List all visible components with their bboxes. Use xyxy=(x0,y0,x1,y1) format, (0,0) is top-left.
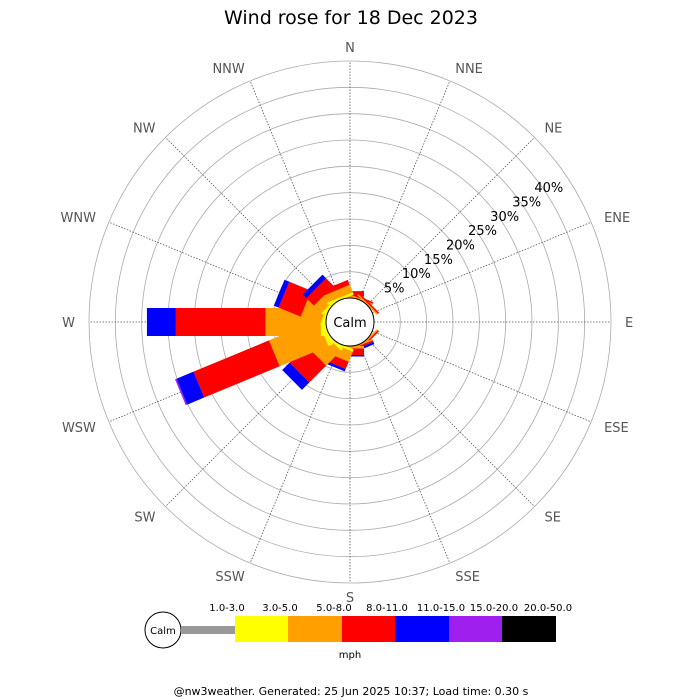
legend-swatch-20.0-50.0 xyxy=(502,616,556,642)
footer-text: @nw3weather. Generated: 25 Jun 2025 10:3… xyxy=(174,685,529,698)
direction-label-SSW: SSW xyxy=(215,570,245,585)
legend-swatch-8.0-11.0 xyxy=(342,616,395,642)
ring-label-15: 15% xyxy=(424,253,453,268)
legend-calm-label: Calm xyxy=(150,626,176,637)
ring-label-25: 25% xyxy=(468,224,497,239)
legend-label-5.0-8.0: 5.0-8.0 xyxy=(316,603,351,614)
calm-circle xyxy=(325,297,375,347)
ring-labels: 5%10%15%20%25%30%35%40% xyxy=(384,181,563,296)
spoke-ENE xyxy=(372,221,592,314)
ring-label-5: 5% xyxy=(384,282,405,297)
legend-label-3.0-5.0: 3.0-5.0 xyxy=(262,603,297,614)
direction-label-NNE: NNE xyxy=(455,62,483,77)
direction-label-S: S xyxy=(346,591,354,606)
direction-label-N: N xyxy=(345,41,355,56)
bar-W-8.0-11.0 xyxy=(175,308,266,336)
bar-SW-11.0-15.0 xyxy=(282,362,310,390)
direction-label-NE: NE xyxy=(544,122,562,137)
bar-NNW-5.0-8.0 xyxy=(323,284,353,303)
bar-WNW-8.0-11.0 xyxy=(278,281,312,317)
legend: Calm mph 1.0-3.0 3.0-5.0 5.0-8.0 8.0-11.0 11… xyxy=(144,603,572,661)
bar-WSW-8.0-11.0 xyxy=(193,340,280,398)
legend-label-1.0-3.0: 1.0-3.0 xyxy=(209,603,244,614)
ring-label-30: 30% xyxy=(490,210,519,225)
direction-label-SSE: SSE xyxy=(455,570,480,585)
direction-label-NNW: NNW xyxy=(212,62,244,77)
legend-swatch-1.0-3.0 xyxy=(181,626,235,634)
calm-label: Calm xyxy=(333,316,366,331)
direction-label-ENE: ENE xyxy=(604,211,630,226)
ring-label-40: 40% xyxy=(534,181,563,196)
direction-label-W: W xyxy=(62,316,75,331)
legend-swatch-5.0-8.0 xyxy=(288,616,342,642)
spoke-NW xyxy=(165,137,334,306)
legend-label-11.0-15.0: 11.0-15.0 xyxy=(417,603,465,614)
bar-WSW-11.0-15.0 xyxy=(176,371,205,405)
spoke-NNE xyxy=(358,80,451,300)
direction-label-E: E xyxy=(625,316,633,331)
direction-label-NW: NW xyxy=(133,122,156,137)
bar-NW-8.0-11.0 xyxy=(306,278,334,306)
direction-label-WSW: WSW xyxy=(62,421,96,436)
grid-ring-outer xyxy=(88,60,612,584)
spoke-ESE xyxy=(372,330,592,423)
spoke-SSW xyxy=(249,344,342,564)
legend-swatch-15.0-20.0 xyxy=(449,616,502,642)
bar-WSW-15.0-20.0 xyxy=(175,378,188,406)
legend-label-20.0-50.0: 20.0-50.0 xyxy=(524,603,572,614)
bar-NW-11.0-15.0 xyxy=(302,274,327,299)
spoke-SE xyxy=(366,338,535,507)
direction-label-SW: SW xyxy=(134,510,155,525)
bar-NNW-8.0-11.0 xyxy=(321,279,350,296)
bars-layer xyxy=(146,274,380,406)
direction-label-ESE: ESE xyxy=(604,421,629,436)
legend-swatch-11.0-15.0 xyxy=(395,616,449,642)
ring-label-20: 20% xyxy=(446,239,475,254)
direction-label-SE: SE xyxy=(544,510,560,525)
bar-WNW-11.0-15.0 xyxy=(273,279,290,308)
ring-label-10: 10% xyxy=(402,267,431,282)
legend-swatch-3.0-5.0 xyxy=(235,616,288,642)
bar-W-11.0-15.0 xyxy=(146,308,176,336)
calm-circle-group: Calm xyxy=(325,297,375,347)
bar-NE-8.0-11.0 xyxy=(358,292,380,314)
ring-label-35: 35% xyxy=(512,196,541,211)
spoke-SSE xyxy=(358,344,451,564)
legend-unit: mph xyxy=(339,650,361,661)
legend-label-15.0-20.0: 15.0-20.0 xyxy=(470,603,518,614)
bar-NE-5.0-8.0 xyxy=(357,294,378,315)
bar-NNW-3.0-5.0 xyxy=(326,292,354,306)
legend-label-8.0-11.0: 8.0-11.0 xyxy=(366,603,408,614)
spoke-NNW xyxy=(249,80,342,300)
direction-labels: N NNE NE ENE E ESE SE SSE S SSW SW WSW W WNW NW NNW xyxy=(60,41,633,606)
chart-title: Wind rose for 18 Dec 2023 xyxy=(224,7,478,29)
direction-label-WNW: WNW xyxy=(60,211,96,226)
spoke-NE xyxy=(366,137,535,306)
